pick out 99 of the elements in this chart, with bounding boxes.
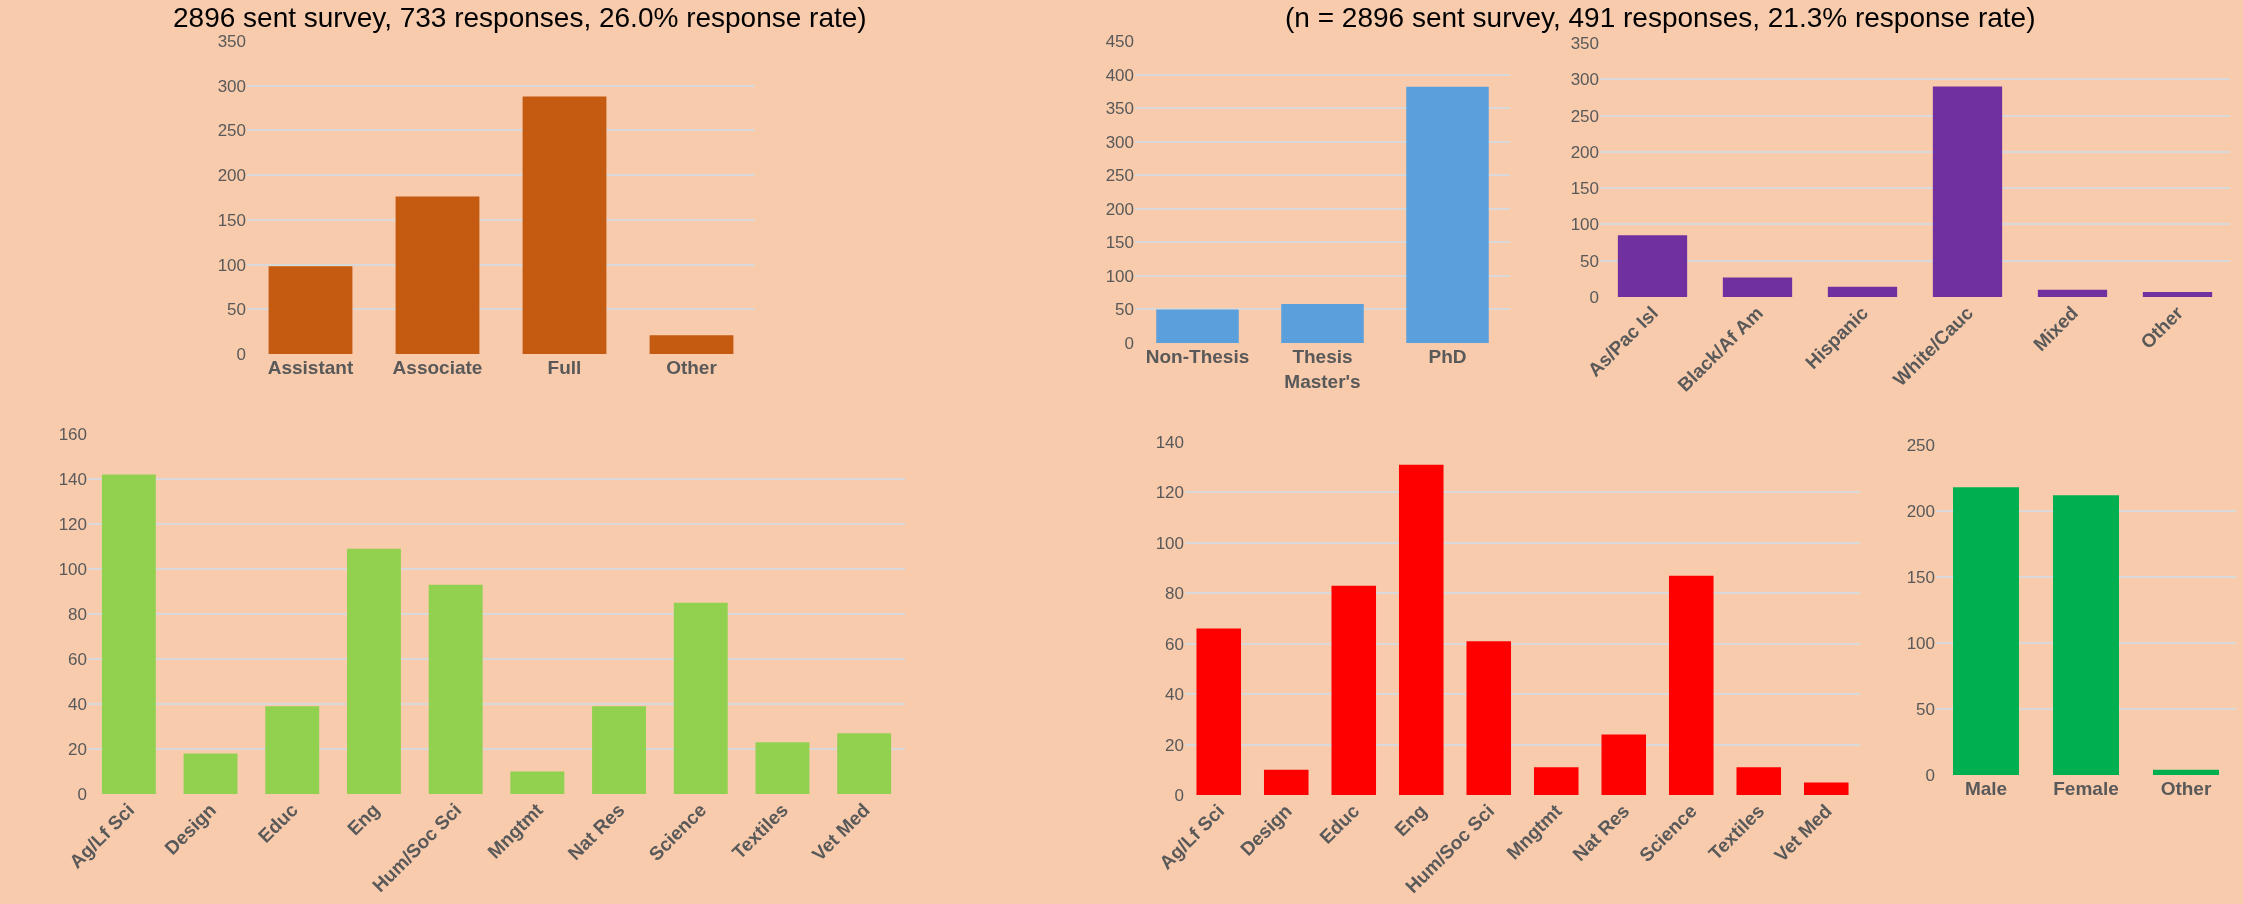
bar	[1601, 734, 1647, 795]
bar	[755, 742, 810, 794]
bar	[1953, 487, 2019, 775]
bar	[1406, 86, 1489, 343]
y-tick-label: 50	[227, 300, 246, 320]
y-tick-label: 80	[1165, 584, 1184, 604]
x-tick-label: PhD	[1428, 346, 1467, 367]
x-tick-label: Thesis Master's	[1284, 346, 1361, 392]
bar	[395, 196, 480, 354]
bar	[1281, 304, 1364, 343]
bar	[837, 733, 892, 794]
bar	[346, 548, 401, 794]
bar	[1466, 641, 1512, 795]
y-tick-label: 150	[1906, 567, 1935, 587]
y-tick-label: 40	[1165, 685, 1184, 705]
x-tick-label: Other	[2160, 778, 2212, 799]
bar	[2153, 769, 2219, 775]
bar	[673, 602, 728, 794]
y-tick-label: 100	[1105, 266, 1134, 286]
y-tick-label: 100	[58, 559, 87, 579]
y-tick-label: 150	[1570, 179, 1599, 199]
y-tick-label: 250	[217, 121, 246, 141]
y-tick-label: 100	[1570, 215, 1599, 235]
y-tick-label: 140	[58, 469, 87, 489]
y-tick-label: 350	[1105, 99, 1134, 119]
y-tick-label: 0	[236, 344, 246, 364]
y-tick-label: 0	[1124, 333, 1134, 353]
y-tick-label: 200	[217, 166, 246, 186]
bar	[265, 706, 320, 794]
bar	[1722, 277, 1793, 297]
bar	[1533, 767, 1579, 795]
x-tick-label: Other	[666, 357, 718, 378]
x-tick-label: Female	[2053, 778, 2119, 799]
y-tick-label: 80	[68, 604, 87, 624]
bar	[592, 706, 647, 794]
bar	[1331, 585, 1377, 795]
y-tick-label: 100	[217, 255, 246, 275]
chart-title: 2896 sent survey, 733 responses, 26.0% response rate)	[173, 2, 867, 33]
y-tick-label: 50	[1916, 699, 1935, 719]
y-tick-label: 50	[1115, 300, 1134, 320]
y-tick-label: 20	[1165, 735, 1184, 755]
bar	[101, 474, 156, 794]
bar	[1196, 628, 1242, 795]
bar	[1827, 286, 1898, 297]
y-tick-label: 150	[217, 210, 246, 230]
bar	[1398, 464, 1444, 795]
y-tick-label: 250	[1105, 166, 1134, 186]
y-tick-label: 0	[77, 784, 87, 804]
x-tick-label: Full	[547, 357, 582, 378]
y-tick-label: 300	[1570, 70, 1599, 90]
y-tick-label: 150	[1105, 233, 1134, 253]
x-tick-label: Nat Res	[563, 799, 629, 865]
bar	[268, 266, 353, 354]
bar	[1263, 769, 1309, 795]
bar	[649, 335, 734, 354]
y-tick-label: 200	[1105, 199, 1134, 219]
y-tick-label: 350	[217, 31, 246, 51]
y-tick-label: 300	[1105, 132, 1134, 152]
y-tick-label: 200	[1906, 501, 1935, 521]
bar	[510, 771, 565, 794]
bar	[2142, 291, 2213, 297]
x-tick-label: Male	[1964, 778, 2008, 799]
bar	[1156, 309, 1239, 343]
text: (n = 2896 sent survey, 491 responses, 21.3% response rate)	[1285, 2, 2036, 33]
x-tick-label: Assistant	[267, 357, 354, 378]
y-tick-label: 200	[1570, 142, 1599, 162]
y-tick-label: 400	[1105, 65, 1134, 85]
y-tick-label: 60	[68, 649, 87, 669]
y-tick-label: 120	[1155, 483, 1184, 503]
y-tick-label: 350	[1570, 33, 1599, 53]
y-tick-label: 0	[1925, 765, 1935, 785]
bar	[1803, 782, 1849, 795]
bar	[1736, 767, 1782, 795]
bar	[1932, 86, 2003, 297]
y-tick-label: 0	[1174, 785, 1184, 805]
bar	[2037, 289, 2108, 297]
y-tick-label: 300	[217, 76, 246, 96]
bar	[183, 753, 238, 794]
x-tick-label: Nat Res	[1568, 800, 1634, 866]
y-tick-label: 450	[1105, 31, 1134, 51]
x-tick-label: Non-Thesis	[1145, 346, 1250, 367]
bar	[428, 584, 483, 794]
y-tick-label: 100	[1155, 533, 1184, 553]
bar	[1617, 235, 1688, 297]
bar	[1668, 575, 1714, 795]
y-tick-label: 160	[58, 424, 87, 444]
bar	[522, 96, 607, 354]
y-tick-label: 40	[68, 694, 87, 714]
y-tick-label: 20	[68, 739, 87, 759]
y-tick-label: 50	[1580, 251, 1599, 271]
y-tick-label: 120	[58, 514, 87, 534]
x-tick-label: Associate	[392, 357, 483, 378]
y-tick-label: 140	[1155, 432, 1184, 452]
y-tick-label: 0	[1589, 287, 1599, 307]
y-tick-label: 60	[1165, 634, 1184, 654]
bar	[2053, 495, 2119, 775]
y-tick-label: 250	[1570, 106, 1599, 126]
y-tick-label: 250	[1906, 435, 1935, 455]
y-tick-label: 100	[1906, 633, 1935, 653]
